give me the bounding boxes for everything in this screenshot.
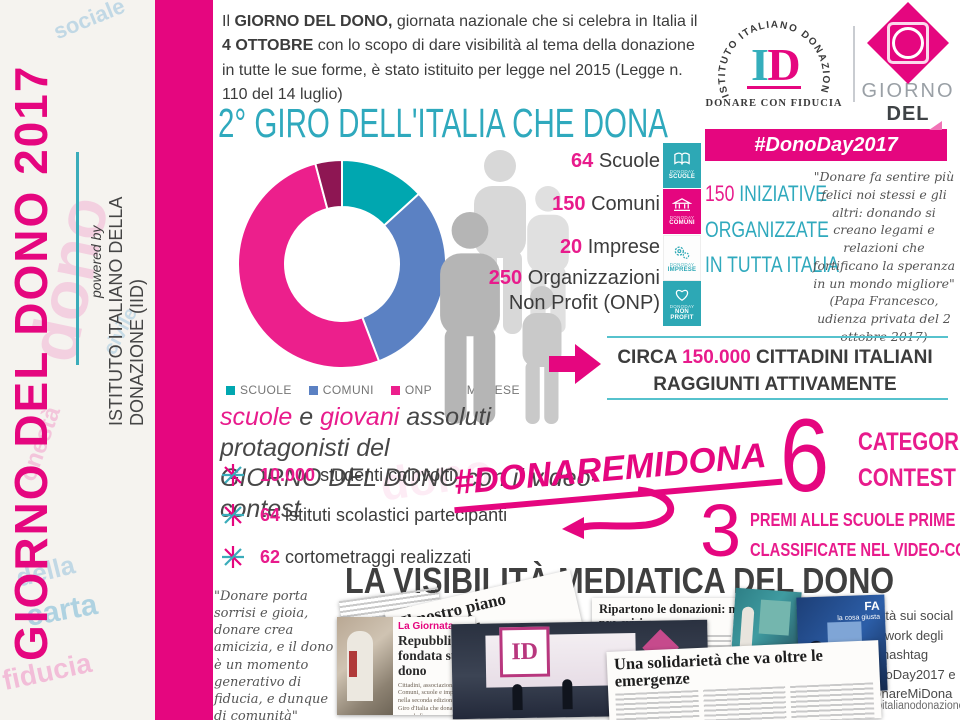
stat-scuole: 64 Scuole <box>571 150 660 172</box>
gdd-diamond-icon <box>866 1 950 85</box>
banner-hashtag: #DonoDay2017 <box>754 134 898 156</box>
bullet-studenti: 10.000 studenti coinvolti <box>220 462 453 488</box>
magenta-accent-bar <box>155 0 213 720</box>
gdd-logo-line1: GIORNO <box>861 80 955 102</box>
iid-monogram-d: D <box>767 39 800 90</box>
premi-label: PREMI ALLE SCUOLE PRIME CLASSIFICATE NEL … <box>750 510 960 561</box>
iid-monogram-i: I <box>751 39 769 90</box>
iniziative-callout: 150 INIZIATIVE ORGANIZZATE IN TUTTA ITAL… <box>705 181 839 278</box>
giorno-del-dono-logo: GIORNO DEL DONO <box>860 1 956 148</box>
donut-chart <box>237 158 447 369</box>
donut-slice-imprese <box>314 158 343 211</box>
star-bullet-icon <box>222 504 244 526</box>
heart-icon <box>675 289 689 301</box>
intro-text: Il <box>222 13 235 30</box>
right-arrow-icon <box>549 356 575 372</box>
badge-comuni: DONODAY COMUNI <box>663 189 701 235</box>
quote-attribution: (Papa Francesco, udienza privata del 2 o… <box>817 293 951 344</box>
bank-icon <box>672 198 692 211</box>
bullet-cortometraggi: 62 cortometraggi realizzati <box>220 544 471 570</box>
categorie-contest-label: CATEGORIECONTEST <box>858 428 960 493</box>
divider-line <box>607 336 948 338</box>
legend-swatch <box>390 385 400 395</box>
sidebar-divider-line <box>76 152 79 365</box>
legend-item: COMUNI <box>308 383 374 397</box>
legend-swatch <box>226 385 235 395</box>
person-figure-front <box>440 212 500 424</box>
intro-paragraph: Il GIORNO DEL DONO, giornata nazionale c… <box>222 10 702 107</box>
stage-id-logo: ID <box>499 626 551 678</box>
legend-item: ONP <box>390 383 432 397</box>
powered-by-label: powered by <box>88 225 104 298</box>
number-categorie: 6 <box>780 398 830 514</box>
iid-logo: ISTITUTO ITALIANO DONAZIONE I D DONARE C… <box>698 6 842 109</box>
swoosh-arrow-icon <box>562 486 675 539</box>
stat-comuni: 150 Comuni <box>552 193 660 215</box>
organization-name-vertical: ISTITUTO ITALIANO DELLA DONAZIONE (IID) <box>106 197 147 426</box>
cittadini-callout: CIRCA 150.000 CITTADINI ITALIANI RAGGIUN… <box>617 347 933 395</box>
iid-tagline: DONARE CON FIDUCIA <box>705 98 842 109</box>
mattarella-quote: "Donare porta sorrisi e gioia, donare cr… <box>214 588 336 720</box>
star-bullet-icon <box>222 546 244 568</box>
donoday-badges: DONODAY SCUOLE DONODAY COMUNI DONODAY IMPRE… <box>663 143 701 327</box>
banner-fold <box>929 121 942 130</box>
tv-caption: FA la cosa giusta <box>837 598 881 622</box>
quote-body: "Donare porta sorrisi e gioia, donare cr… <box>214 589 334 720</box>
legend-swatch <box>308 385 318 395</box>
stat-imprese: 20 Imprese <box>559 236 660 258</box>
stage-person <box>512 684 523 711</box>
donut-slice-comuni <box>360 192 447 363</box>
bullet-istituti: 64 istituti scolastici partecipanti <box>220 502 507 528</box>
gears-icon <box>674 245 690 259</box>
stat-onp: 250 Organizzazioni Non Profit (ONP) <box>488 267 660 314</box>
badge-nonprofit: DONODAY NON PROFIT <box>663 281 701 327</box>
logo-separator <box>853 26 855 102</box>
intro-bold-giorno: GIORNO DEL DONO, <box>234 13 393 30</box>
papa-francesco-quote: "Donare fa sentire più felici noi stessi… <box>810 168 958 346</box>
donut-slice-onp <box>237 162 381 369</box>
intro-text: giornata nazionale che si celebra in Ita… <box>392 13 698 30</box>
clipping-photo <box>337 617 393 715</box>
right-arrow-icon <box>575 344 601 384</box>
quote-body: "Donare fa sentire più felici noi stessi… <box>812 169 956 291</box>
star-bullet-icon <box>222 464 244 486</box>
legend-item: SCUOLE <box>226 383 292 397</box>
donoday-banner: #DonoDay2017 <box>705 121 947 161</box>
section-title: 2° GIRO DELL'ITALIA CHE DONA <box>218 100 668 146</box>
badge-imprese: DONODAY IMPRESE <box>663 235 701 281</box>
left-sidebar: dono sociale civile onestà della carta f… <box>0 0 155 720</box>
number-premi: 3 <box>700 489 742 572</box>
badge-scuole: DONODAY SCUOLE <box>663 143 701 189</box>
iid-underline <box>747 86 801 89</box>
news-clipping-solidarieta: Una solidarietà che va oltre le emergenz… <box>606 640 882 720</box>
protagonisti-text: scuole e giovani assoluti protagonisti d… <box>220 403 599 523</box>
intro-text: con lo scopo di dare visibilità al tema … <box>222 37 695 103</box>
family-silhouettes <box>440 150 569 424</box>
clipping-body: Cittadini, associazioni, Comuni, scuole … <box>398 681 464 715</box>
clipping-kicker: La Giornata <box>398 621 454 632</box>
person-figure-child <box>522 286 562 424</box>
intro-bold-date: 4 OTTOBRE <box>222 37 314 55</box>
stage-person <box>562 679 573 710</box>
divider-line <box>607 398 948 400</box>
book-icon <box>674 152 690 165</box>
clipping-headline: Repubblica fondata sul dono <box>398 633 465 678</box>
poster-title-vertical: GIORNO DEL DONO 2017 <box>5 64 57 662</box>
